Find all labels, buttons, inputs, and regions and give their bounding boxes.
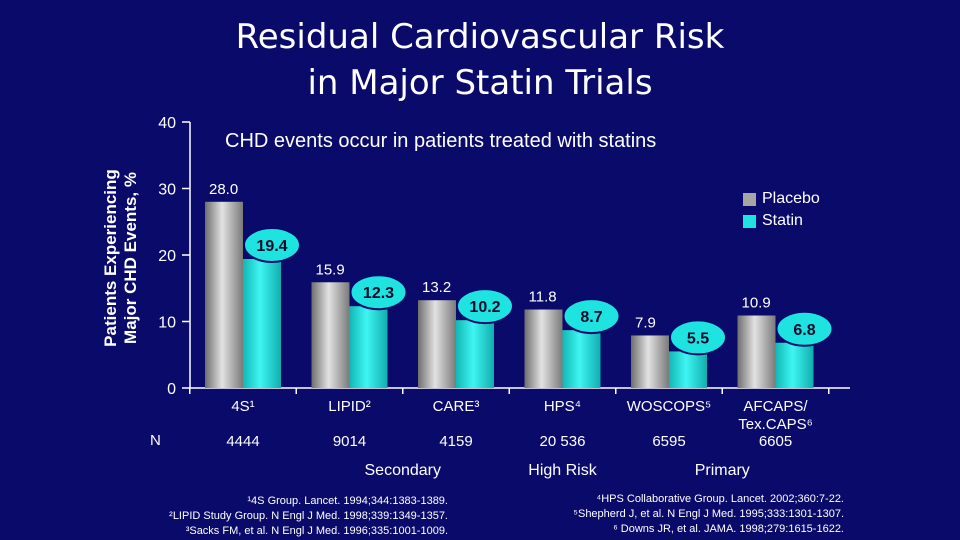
category-label-5-line-1: Tex.CAPS⁶ xyxy=(738,416,813,433)
placebo-bar-5 xyxy=(737,315,776,388)
reference-2: ²LIPID Study Group. N Engl J Med. 1998;3… xyxy=(169,510,448,522)
n-row-label: N xyxy=(150,432,161,449)
statin-bar-5 xyxy=(775,342,814,388)
statin-value-callout-2 xyxy=(456,288,514,325)
legend-swatch-placebo xyxy=(743,192,756,206)
legend: Placebo Statin xyxy=(743,188,820,232)
placebo-bar-3 xyxy=(524,309,563,388)
y-tick-label-20: 20 xyxy=(158,248,176,265)
title-line-2: in Major Statin Trials xyxy=(307,63,653,103)
statin-value-label-5: 6.8 xyxy=(793,322,815,339)
placebo-value-label-5: 10.9 xyxy=(742,295,771,312)
statin-value-callout-1 xyxy=(349,274,408,311)
statin-bar-1 xyxy=(349,306,388,388)
statin-bar-3 xyxy=(562,330,601,388)
reference-4: ⁴HPS Collaborative Group. Lancet. 2002;3… xyxy=(596,493,845,505)
legend-swatch-statin xyxy=(743,214,756,228)
slide-title: Residual Cardiovascular Risk in Major St… xyxy=(0,14,960,106)
legend-label-statin: Statin xyxy=(762,212,803,229)
statin-bar-4 xyxy=(669,351,707,388)
category-label-1: LIPID² xyxy=(328,398,371,415)
group-label-primary: Primary xyxy=(694,462,750,479)
statin-bar-2 xyxy=(456,320,494,388)
statin-value-callout-5 xyxy=(775,310,834,347)
references-right: ⁴HPS Collaborative Group. Lancet. 2002;3… xyxy=(520,492,844,537)
n-value-2: 4159 xyxy=(439,433,472,450)
category-label-4: WOSCOPS⁵ xyxy=(627,398,712,415)
reference-1: ¹4S Group. Lancet. 1994;344:1383-1389. xyxy=(247,495,448,507)
statin-value-callout-3 xyxy=(562,298,621,335)
placebo-value-label-1: 15.9 xyxy=(316,261,345,278)
statin-value-label-3: 8.7 xyxy=(580,309,602,326)
statin-value-label-0: 19.4 xyxy=(256,238,287,255)
category-label-2: CARE³ xyxy=(433,398,480,415)
placebo-bar-2 xyxy=(418,300,456,388)
statin-value-callout-4 xyxy=(669,319,727,356)
statin-value-callout-0 xyxy=(243,226,301,263)
legend-item-placebo: Placebo xyxy=(743,188,820,210)
placebo-bar-0 xyxy=(205,201,243,388)
legend-label-placebo: Placebo xyxy=(762,190,820,207)
statin-bar-0 xyxy=(243,258,281,388)
chart-subtitle: CHD events occur in patients treated wit… xyxy=(225,130,657,152)
placebo-value-label-4: 7.9 xyxy=(635,314,656,331)
placebo-bar-4 xyxy=(631,335,669,388)
n-value-0: 4444 xyxy=(226,433,259,450)
placebo-value-label-0: 28.0 xyxy=(209,181,238,198)
category-label-3: HPS⁴ xyxy=(544,398,581,415)
n-value-5: 6605 xyxy=(759,433,792,450)
y-tick-label-40: 40 xyxy=(158,115,176,132)
y-tick-label-30: 30 xyxy=(158,182,176,199)
reference-6: ⁶ Downs JR, et al. JAMA. 1998;279:1615-1… xyxy=(613,523,844,535)
statin-value-label-1: 12.3 xyxy=(363,285,394,302)
statin-value-label-4: 5.5 xyxy=(687,330,709,347)
placebo-value-label-3: 11.8 xyxy=(529,289,557,306)
title-line-1: Residual Cardiovascular Risk xyxy=(235,17,725,57)
n-value-1: 9014 xyxy=(333,433,366,450)
category-label-5-line-0: AFCAPS/ xyxy=(743,398,808,415)
group-label-secondary: Secondary xyxy=(364,462,442,479)
legend-item-statin: Statin xyxy=(743,210,820,232)
reference-5: ⁵Shepherd J, et al. N Engl J Med. 1995;3… xyxy=(573,508,844,520)
statin-value-label-2: 10.2 xyxy=(469,299,500,316)
references-left: ¹4S Group. Lancet. 1994;344:1383-1389. ²… xyxy=(130,494,448,539)
y-tick-label-0: 0 xyxy=(167,381,176,398)
n-value-4: 6595 xyxy=(652,433,685,450)
placebo-bar-1 xyxy=(311,282,350,388)
group-label-high-risk: High Risk xyxy=(528,462,597,479)
placebo-value-label-2: 13.2 xyxy=(422,279,451,296)
n-value-3: 20 536 xyxy=(540,433,586,450)
y-tick-label-10: 10 xyxy=(158,315,176,332)
category-label-0: 4S¹ xyxy=(231,398,254,415)
reference-3: ³Sacks FM, et al. N Engl J Med. 1996;335… xyxy=(185,525,448,537)
